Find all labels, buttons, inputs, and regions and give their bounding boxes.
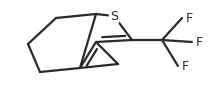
Text: F: F [196,35,203,48]
Text: F: F [182,59,189,73]
Text: S: S [110,10,118,23]
Text: F: F [186,12,193,24]
